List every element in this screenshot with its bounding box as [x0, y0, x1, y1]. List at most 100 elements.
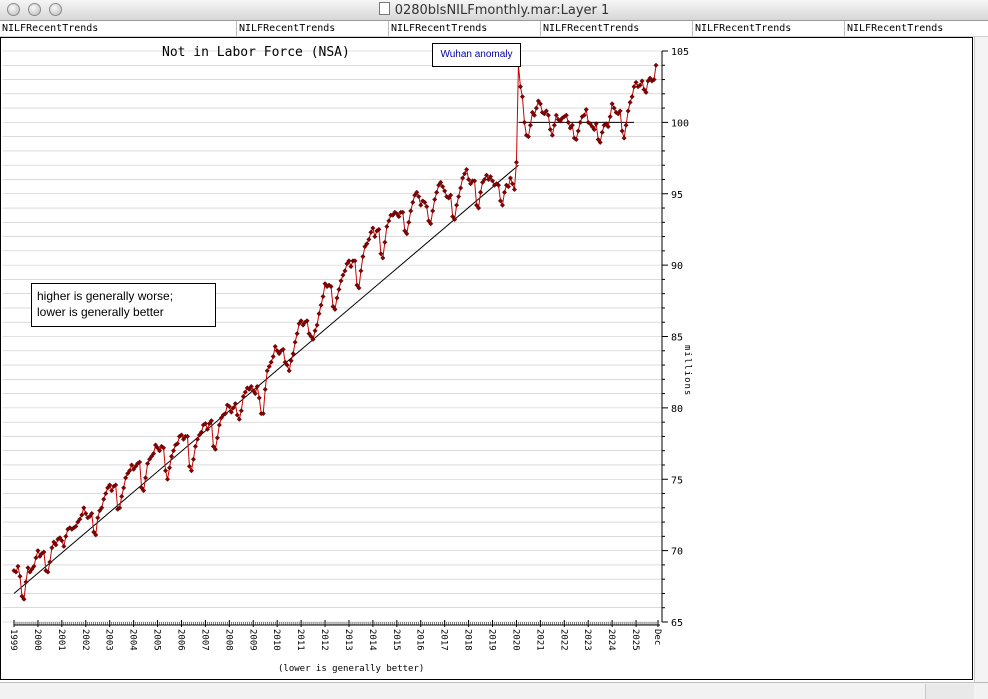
data-point: [452, 216, 458, 222]
window-title-text: 0280blsNILFmonthly.mar:Layer 1: [394, 3, 610, 18]
data-point: [75, 519, 81, 525]
data-point: [89, 510, 95, 517]
data-point: [298, 318, 304, 324]
data-point: [352, 258, 358, 264]
data-point: [41, 549, 47, 555]
x-tick-label: 2011: [295, 629, 305, 651]
data-point: [194, 436, 200, 442]
data-point: [186, 463, 193, 469]
data-point: [386, 218, 392, 224]
layer-tab[interactable]: NILFRecentTrends: [692, 21, 844, 36]
data-point: [647, 75, 653, 81]
x-tick-label: 2024: [606, 629, 616, 651]
plot-frame: [0, 37, 973, 680]
data-point: [543, 108, 549, 114]
resize-handle[interactable]: [925, 684, 974, 699]
data-point: [581, 112, 587, 118]
data-point: [621, 135, 627, 141]
data-point: [346, 258, 352, 264]
data-point: [408, 208, 414, 214]
vertical-scrollbar[interactable]: [974, 37, 988, 682]
data-point: [527, 122, 533, 128]
data-point: [226, 403, 232, 409]
data-point: [617, 108, 623, 114]
minimize-window-button[interactable]: [28, 3, 41, 16]
data-point: [629, 94, 635, 100]
data-point: [404, 231, 410, 237]
data-point: [95, 515, 101, 521]
close-window-button[interactable]: [7, 3, 20, 16]
data-point: [264, 368, 270, 374]
layer-tab[interactable]: NILFRecentTrends: [236, 21, 388, 36]
data-point: [587, 121, 593, 127]
data-point: [290, 351, 296, 357]
data-point: [537, 101, 543, 107]
data-point: [160, 445, 167, 451]
data-point: [97, 508, 103, 514]
data-point: [481, 176, 488, 183]
data-point: [400, 209, 406, 215]
zoom-window-button[interactable]: [49, 3, 62, 16]
data-point: [479, 179, 486, 185]
data-point: [296, 321, 302, 327]
data-point: [376, 226, 382, 232]
data-point: [280, 346, 286, 352]
data-point: [372, 234, 378, 240]
data-point: [651, 77, 657, 83]
data-point: [129, 462, 135, 468]
data-point: [619, 128, 625, 134]
data-point: [113, 482, 119, 488]
data-point: [131, 466, 137, 472]
data-point: [436, 182, 442, 188]
x-tick-label: 2008: [223, 629, 233, 651]
data-point: [141, 488, 147, 494]
data-point: [45, 569, 51, 575]
data-point: [240, 393, 246, 400]
data-point: [190, 456, 196, 462]
data-point: [529, 109, 535, 115]
layer-tab[interactable]: NILFRecentTrends: [388, 21, 540, 36]
x-tick-label: 2019: [487, 629, 497, 651]
data-point: [489, 178, 496, 184]
data-point: [507, 175, 514, 181]
data-point: [33, 555, 39, 561]
y-tick-label: 90: [671, 261, 683, 272]
data-point: [497, 198, 504, 204]
data-point: [464, 166, 470, 173]
data-point: [583, 106, 589, 113]
data-point: [432, 196, 438, 203]
data-point: [17, 573, 23, 579]
data-point: [192, 443, 198, 449]
data-point: [308, 333, 314, 340]
data-point: [19, 593, 25, 599]
data-point: [256, 395, 262, 401]
data-point: [549, 132, 555, 138]
x-tick-label: 2022: [558, 629, 568, 651]
layer-tab[interactable]: NILFRecentTrends: [2, 23, 99, 34]
data-point: [623, 122, 629, 128]
nilf-series-line: [13, 65, 657, 601]
data-point: [133, 463, 139, 469]
data-point: [198, 429, 204, 435]
data-point: [137, 459, 143, 465]
data-point: [155, 445, 161, 451]
layer-tab[interactable]: NILFRecentTrends: [540, 21, 692, 36]
data-point: [162, 468, 169, 474]
data-point: [599, 129, 605, 135]
x-tick-label: 2021: [534, 629, 544, 651]
data-point: [105, 485, 111, 491]
x-tick-label: 2023: [582, 629, 592, 651]
x-tick-label: 2005: [152, 629, 162, 651]
data-point: [232, 401, 238, 407]
data-point: [474, 202, 480, 208]
data-point: [565, 119, 571, 125]
data-point: [61, 543, 67, 549]
data-point: [294, 331, 300, 337]
data-point: [99, 505, 105, 511]
data-point: [416, 194, 422, 200]
window-titlebar: 0280blsNILFmonthly.mar:Layer 1: [0, 0, 988, 21]
data-point: [157, 448, 163, 454]
bottom-note: (lower is generally better): [278, 664, 425, 674]
data-point: [517, 84, 523, 90]
layer-tab[interactable]: NILFRecentTrends: [844, 21, 974, 36]
